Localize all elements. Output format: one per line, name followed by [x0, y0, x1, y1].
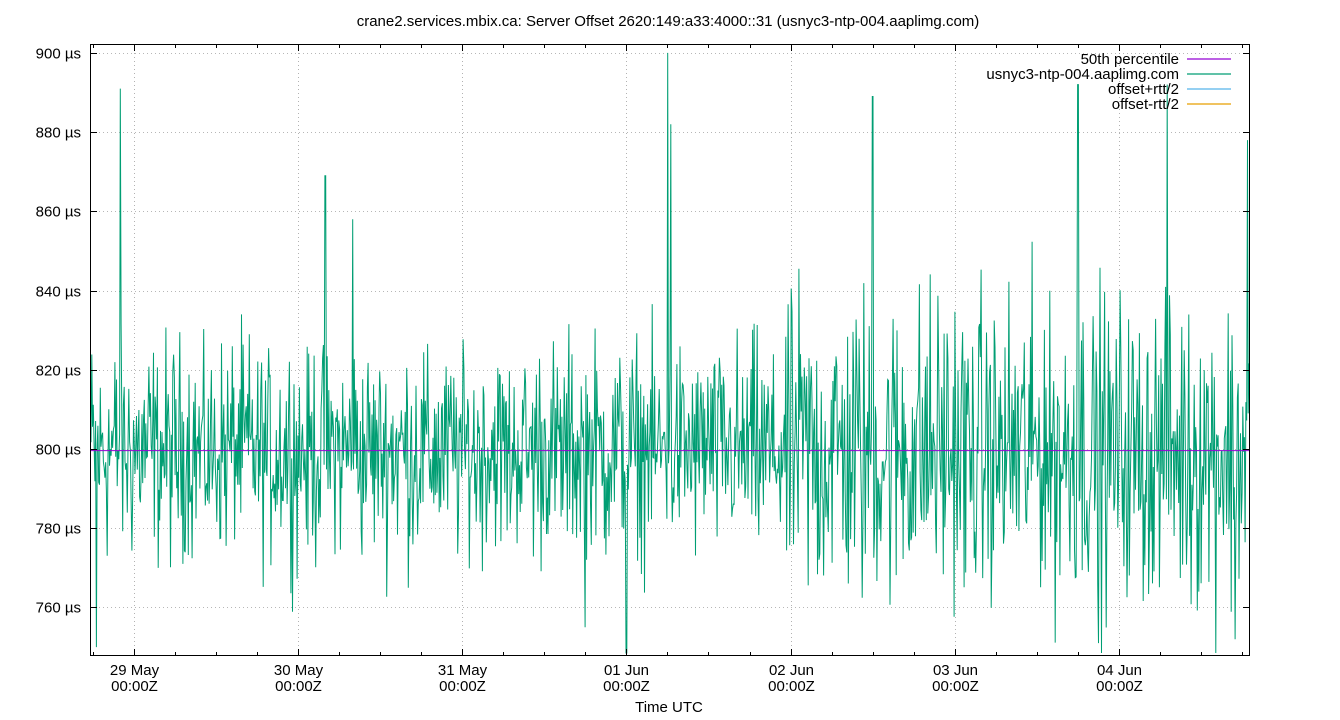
y-tick-label: 800 µs — [36, 442, 81, 459]
legend: 50th percentileusnyc3-ntp-004.aaplimg.co… — [986, 51, 1231, 113]
y-tick-label: 760 µs — [36, 600, 81, 617]
legend-label: usnyc3-ntp-004.aaplimg.com — [986, 66, 1179, 83]
y-tick-label: 780 µs — [36, 521, 81, 538]
y-tick-label: 880 µs — [36, 125, 81, 142]
x-tick-label: 02 Jun — [769, 662, 814, 679]
x-tick-label: 00:00Z — [603, 678, 650, 695]
x-tick-label: 04 Jun — [1097, 662, 1142, 679]
offset-series-line — [90, 52, 1250, 654]
x-axis-label: Time UTC — [635, 699, 703, 716]
x-tick-label: 00:00Z — [111, 678, 158, 695]
x-tick-label: 31 May — [438, 662, 488, 679]
chart-title: crane2.services.mbix.ca: Server Offset 2… — [357, 13, 980, 30]
legend-label: offset-rtt/2 — [1112, 96, 1179, 113]
x-tick-label: 03 Jun — [933, 662, 978, 679]
x-tick-label: 00:00Z — [1096, 678, 1143, 695]
x-tick-label: 00:00Z — [932, 678, 979, 695]
x-tick-label: 30 May — [274, 662, 324, 679]
y-tick-label: 840 µs — [36, 284, 81, 301]
x-tick-label: 00:00Z — [439, 678, 486, 695]
y-tick-label: 860 µs — [36, 204, 81, 221]
y-tick-label: 820 µs — [36, 363, 81, 380]
x-tick-label: 01 Jun — [604, 662, 649, 679]
legend-label: 50th percentile — [1081, 51, 1179, 68]
x-tick-label: 00:00Z — [275, 678, 322, 695]
legend-label: offset+rtt/2 — [1108, 81, 1179, 98]
plot-frame — [90, 44, 1250, 656]
series-layer — [90, 52, 1250, 654]
y-axis: 760 µs 780 µs 800 µs 820 µs 840 µs 860 µs 880 … — [36, 46, 1249, 617]
x-tick-label: 00:00Z — [768, 678, 815, 695]
x-tick-label: 29 May — [110, 662, 160, 679]
y-tick-label: 900 µs — [36, 46, 81, 63]
